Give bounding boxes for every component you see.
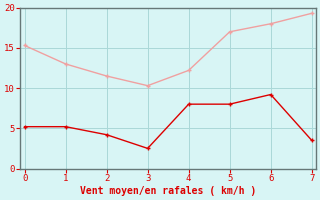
- X-axis label: Vent moyen/en rafales ( km/h ): Vent moyen/en rafales ( km/h ): [80, 186, 256, 196]
